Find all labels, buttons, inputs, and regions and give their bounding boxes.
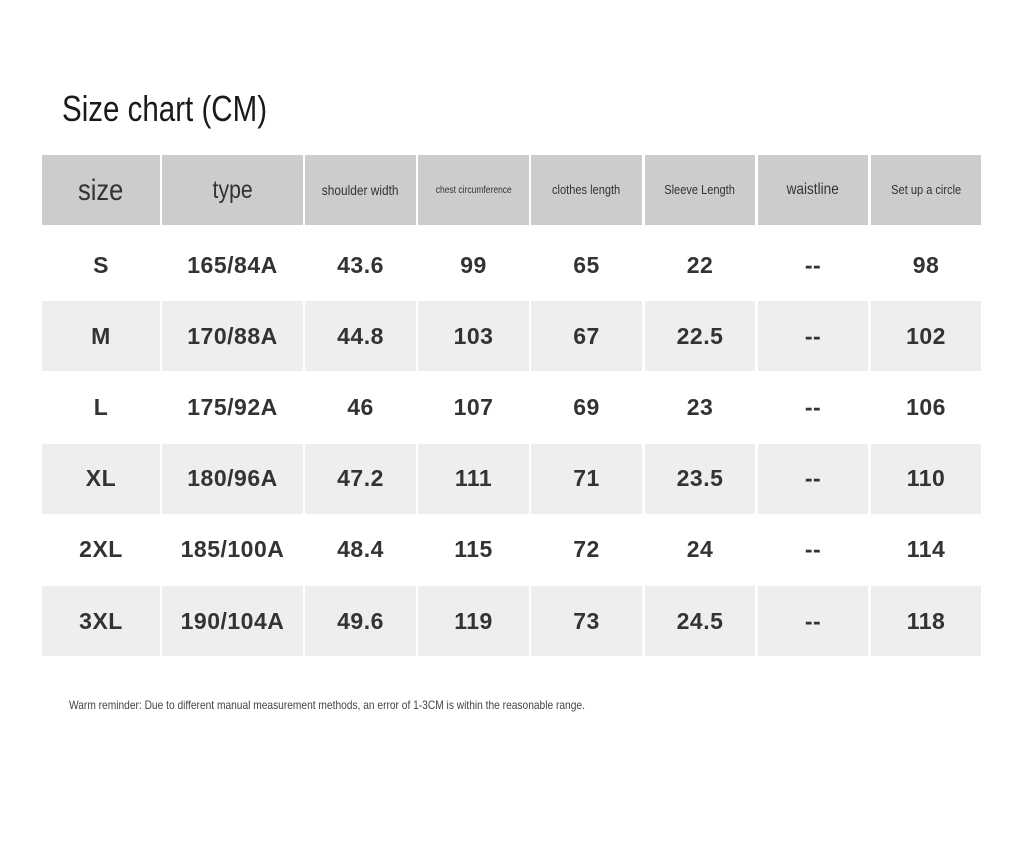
table-cell: 23: [686, 393, 714, 420]
header-text: clothes length: [552, 181, 621, 197]
table-cell: 24: [686, 536, 714, 563]
table-cell: 43.6: [337, 251, 384, 278]
table-cell: --: [804, 251, 822, 278]
table-cell: 69: [573, 393, 600, 420]
table-cell: 98: [912, 251, 940, 278]
title: Size chart (CM): [62, 88, 268, 129]
table-cell: 65: [573, 251, 600, 278]
table-cell: 190/104A: [162, 586, 303, 656]
table-cell: 114: [906, 536, 946, 563]
table-cell: 47.2: [305, 443, 416, 514]
table-cell: 71: [531, 443, 642, 514]
table-cell: 170/88A: [162, 301, 303, 372]
table-cell: 102: [871, 301, 981, 372]
header-text: type: [212, 175, 253, 204]
header-text: waistline: [786, 180, 840, 198]
header-cell: chest circumference: [418, 155, 529, 225]
table-cell: 73: [531, 586, 642, 656]
header-text: Set up a circle: [890, 181, 962, 197]
table-cell: 2XL: [79, 536, 123, 563]
table-cell: 46: [347, 393, 374, 420]
header-cell: Set up a circle: [871, 155, 981, 225]
table-cell: 175/92A: [187, 393, 278, 420]
table-cell: --: [804, 536, 822, 563]
table-cell: 44.8: [305, 301, 416, 372]
table-cell: 72: [573, 536, 600, 563]
table-cell: 111: [418, 443, 529, 514]
table-cell: M: [42, 301, 160, 372]
table-cell: 24.5: [645, 586, 755, 656]
header-cell: shoulder width: [305, 155, 416, 225]
table-cell: --: [758, 443, 868, 514]
header-text: Sleeve Length: [664, 181, 736, 197]
table-cell: S: [93, 251, 109, 278]
table-cell: --: [758, 301, 868, 372]
table-cell: 103: [418, 301, 529, 372]
header-cell: clothes length: [531, 155, 642, 225]
table-cell: 180/96A: [162, 443, 303, 514]
header-cell: waistline: [758, 155, 868, 225]
header-text: shoulder width: [322, 181, 399, 198]
table-cell: 185/100A: [180, 536, 285, 563]
table-cell: 118: [871, 586, 981, 656]
table-cell: 165/84A: [187, 251, 278, 278]
table-cell: 3XL: [42, 586, 160, 656]
table-cell: XL: [42, 443, 160, 514]
table-cell: 67: [531, 301, 642, 372]
table-cell: 23.5: [645, 443, 755, 514]
table-cell: 115: [454, 536, 493, 563]
table-cell: 119: [418, 586, 529, 656]
footer-note: Warm reminder: Due to different manual m…: [69, 698, 585, 712]
table-cell: 99: [460, 251, 487, 278]
table-cell: 22: [686, 251, 714, 278]
table-cell: 110: [871, 443, 981, 514]
table-cell: 22.5: [645, 301, 755, 372]
table-cell: 107: [453, 393, 494, 420]
header-text: chest circumference: [435, 184, 512, 196]
table-cell: --: [758, 586, 868, 656]
header-cell: type: [162, 155, 303, 225]
table-cell: L: [93, 393, 109, 420]
header-text: size: [78, 173, 124, 207]
table-cell: 49.6: [305, 586, 416, 656]
header-cell: size: [42, 155, 160, 225]
table-cell: --: [804, 393, 822, 420]
header-cell: Sleeve Length: [645, 155, 755, 225]
table-cell: 48.4: [337, 536, 384, 563]
table-cell: 106: [906, 393, 946, 420]
